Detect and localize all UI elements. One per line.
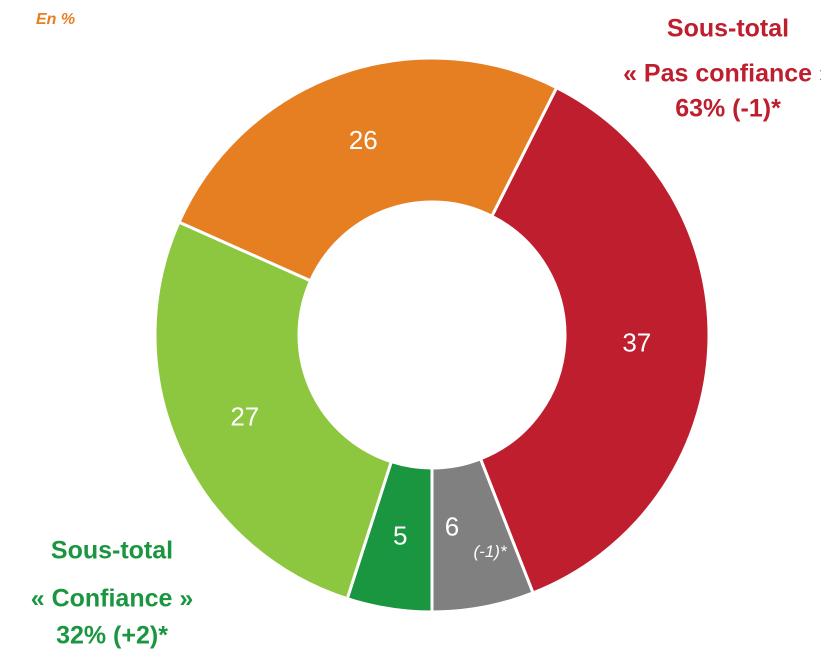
unit-note: En % (36, 11, 75, 28)
annotation-line: « Pas confiance » (623, 60, 821, 88)
segment-label: 27 (230, 401, 259, 431)
annotation-value: 32% (+2)* (56, 622, 168, 650)
annotation-title: Sous-total (667, 15, 789, 43)
segment-note: (-1)* (474, 542, 508, 561)
segment-label: 37 (622, 327, 651, 357)
donut-segment (478, 85, 711, 595)
donut-segment (177, 56, 559, 283)
segment-label: 5 (393, 520, 407, 550)
annotation-line: « Confiance » (31, 585, 194, 613)
annotation-value: 63% (-1)* (675, 95, 781, 123)
segment-label: 26 (349, 125, 378, 155)
segment-label: 6 (445, 511, 459, 541)
donut-segment (153, 220, 394, 601)
annotation-title: Sous-total (51, 537, 173, 565)
